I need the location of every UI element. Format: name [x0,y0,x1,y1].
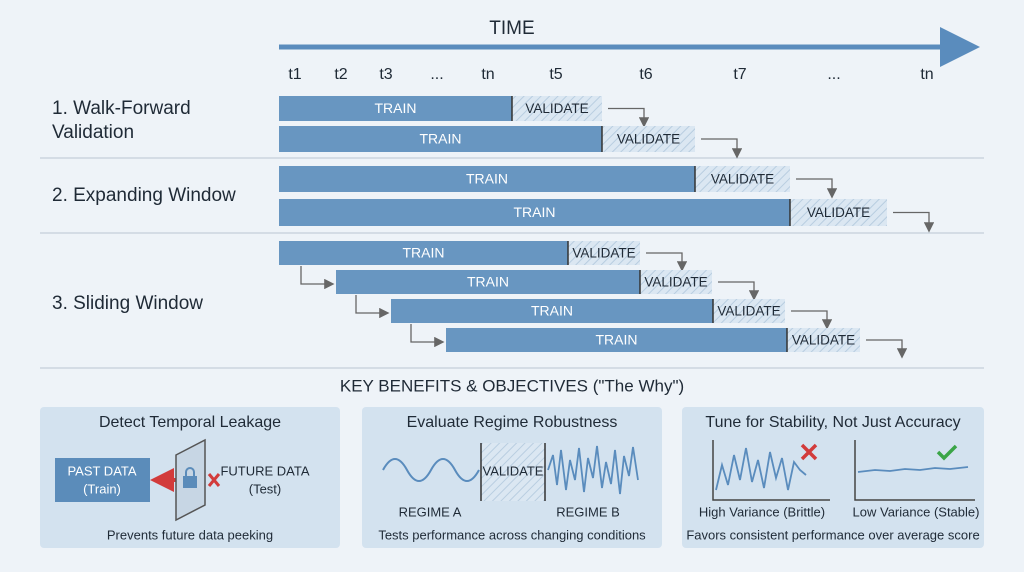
validate-zone [481,443,545,501]
time-tick: t5 [549,66,562,83]
axes [712,440,830,501]
cards: Detect Temporal Leakage Prevents future d… [40,407,984,548]
card-caption: Prevents future data peeking [107,527,273,542]
next-arrow [608,107,650,128]
card-label: PAST DATA [67,463,136,478]
time-tick: t7 [733,66,746,83]
wave-b [547,445,639,495]
train-bar [279,241,568,265]
next-arrow [866,339,908,359]
benefits-title: KEY BENEFITS & OBJECTIVES ("The Why") [340,376,684,395]
validate-label: VALIDATE [644,275,707,290]
lock-shackle [185,467,195,476]
card-label: (Test) [249,481,282,496]
train-bar [279,96,512,121]
train-bar [336,270,640,294]
time-tick: tn [920,66,933,83]
train-label: TRAIN [420,131,462,147]
train-label: TRAIN [403,245,445,261]
next-arrow [791,310,833,330]
time-tick: tn [481,66,494,83]
validate-label: VALIDATE [617,132,680,147]
method-label: 3. Sliding Window [52,293,203,314]
green-check [936,444,958,461]
time-tick: ... [827,66,840,83]
card-label: VALIDATE [483,463,544,478]
next-arrow [646,252,688,272]
next-arrow [701,138,743,159]
axes [854,440,975,501]
train-label: TRAIN [467,274,509,290]
validate-label: VALIDATE [717,304,780,319]
card-label: High Variance (Brittle) [699,504,825,519]
time-tick: t6 [639,66,652,83]
validate-bar [713,299,785,323]
train-bar [391,299,713,323]
validate-label: VALIDATE [525,101,588,116]
card-label: FUTURE DATA [220,463,309,478]
shift-arrow [300,266,335,290]
card-label: Low Variance (Stable) [853,504,980,519]
card [682,407,984,548]
card-title: Evaluate Regime Robustness [407,414,618,431]
train-label: TRAIN [596,332,638,348]
card-label: (Train) [83,481,121,496]
low-variance-line [857,466,969,473]
method-label: 2. Expanding Window [52,185,236,206]
validate-label: VALIDATE [572,246,635,261]
method-label: 1. Walk-Forward [52,98,191,119]
train-bar [279,126,602,152]
train-bar [446,328,787,352]
shift-arrow [355,295,390,319]
validate-bar [790,199,887,226]
next-arrow [893,211,935,233]
card-caption: Favors consistent performance over avera… [686,527,979,542]
card-label: REGIME B [556,504,620,519]
red-x [207,473,221,487]
method-label: Validation [52,122,134,143]
past-box [55,458,150,502]
validate-bar [695,166,790,192]
validate-label: VALIDATE [807,205,870,220]
validate-bar [787,328,860,352]
time-tick: t2 [334,66,347,83]
time-tick: t1 [288,66,301,83]
next-arrow [796,178,838,199]
next-arrow [718,281,760,301]
validate-label: VALIDATE [792,333,855,348]
card-label: REGIME A [399,504,462,519]
red-x [800,443,818,461]
wave-a [382,458,480,482]
validate-label: VALIDATE [711,172,774,187]
train-bar [279,199,790,226]
validate-bar [512,96,602,121]
lock [183,476,197,488]
time-tick: ... [430,66,443,83]
train-label: TRAIN [514,204,556,220]
train-label: TRAIN [375,100,417,116]
card-title: Detect Temporal Leakage [99,414,281,431]
shift-arrow [410,324,445,348]
train-label: TRAIN [466,171,508,187]
validate-bar [602,126,695,152]
train-label: TRAIN [531,303,573,319]
card-title: Tune for Stability, Not Just Accuracy [705,414,960,431]
time-title: TIME [489,18,534,39]
train-bar [279,166,695,192]
validate-bar [640,270,712,294]
validate-bar [568,241,640,265]
time-tick: t3 [379,66,392,83]
high-variance-line [715,447,807,491]
card-caption: Tests performance across changing condit… [378,527,646,542]
